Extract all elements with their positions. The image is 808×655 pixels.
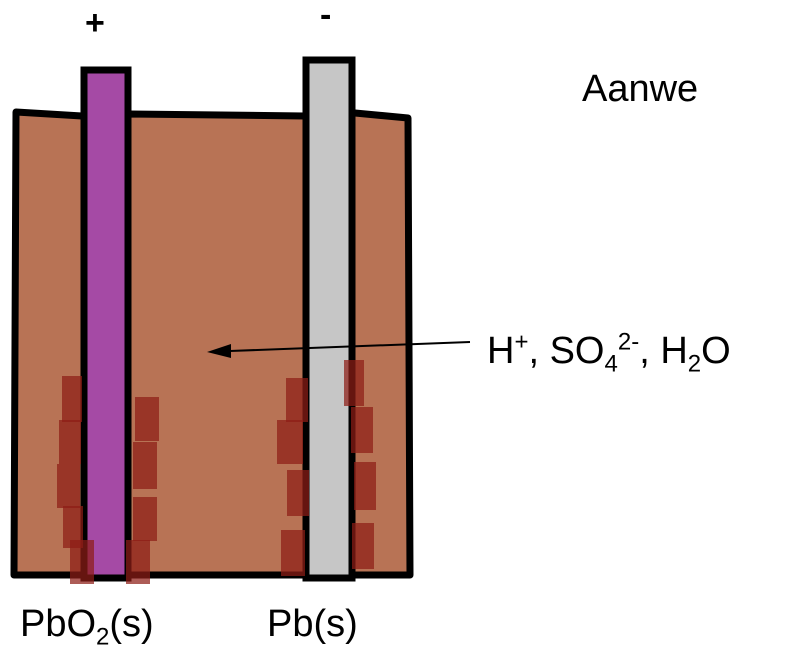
sulfate-deposit	[135, 397, 159, 441]
sulfate-deposit	[344, 360, 364, 406]
pointer-arrow-line	[229, 341, 471, 352]
h-ion-charge: +	[514, 328, 529, 356]
electrolyte-species-label: H+, SO42-, H2O	[487, 330, 731, 376]
sulfate-deposit	[352, 523, 374, 569]
pb-electrode-label: Pb(s)	[267, 603, 358, 645]
separator-h2o: , H	[639, 330, 688, 372]
sulfate-deposit	[70, 540, 94, 584]
sulfate-deposit	[133, 497, 157, 541]
sulfate-deposit	[287, 470, 309, 516]
h2o-subscript: 2	[687, 350, 702, 378]
pb-sulfate-deposits	[277, 360, 376, 576]
negative-terminal-sign: -	[320, 0, 332, 34]
sulfate-deposit	[286, 378, 308, 422]
pbo2-state: (s)	[109, 603, 154, 645]
separator-so4: , SO	[528, 330, 605, 372]
h-ion-base: H	[487, 330, 515, 372]
sulfate-deposit	[277, 420, 303, 464]
pbo2-base: PbO	[20, 603, 97, 645]
sulfate-deposit	[62, 376, 82, 422]
pbo2-sulfate-deposits	[57, 376, 159, 584]
sulfate-deposit	[133, 442, 157, 489]
sulfate-deposit	[59, 420, 81, 464]
sulfate-deposit	[351, 407, 373, 453]
pbo2-subscript: 2	[96, 623, 110, 651]
pb-electrode	[302, 56, 356, 582]
pbo2-electrode-label: PbO2(s)	[20, 603, 154, 649]
pbo2-electrode	[80, 66, 132, 582]
so4-charge: 2-	[617, 328, 640, 356]
so4-subscript: 4	[604, 350, 618, 378]
sulfate-deposit	[354, 462, 376, 510]
pointer-arrowhead	[207, 344, 231, 358]
sulfate-deposit	[126, 540, 150, 584]
positive-terminal-sign: +	[85, 4, 105, 42]
sulfate-deposit	[281, 530, 305, 576]
sulfate-deposit	[57, 464, 80, 508]
h2o-tail: O	[701, 330, 731, 372]
heading-partial: Aanwe	[582, 68, 699, 110]
sulfate-deposit	[63, 506, 83, 548]
